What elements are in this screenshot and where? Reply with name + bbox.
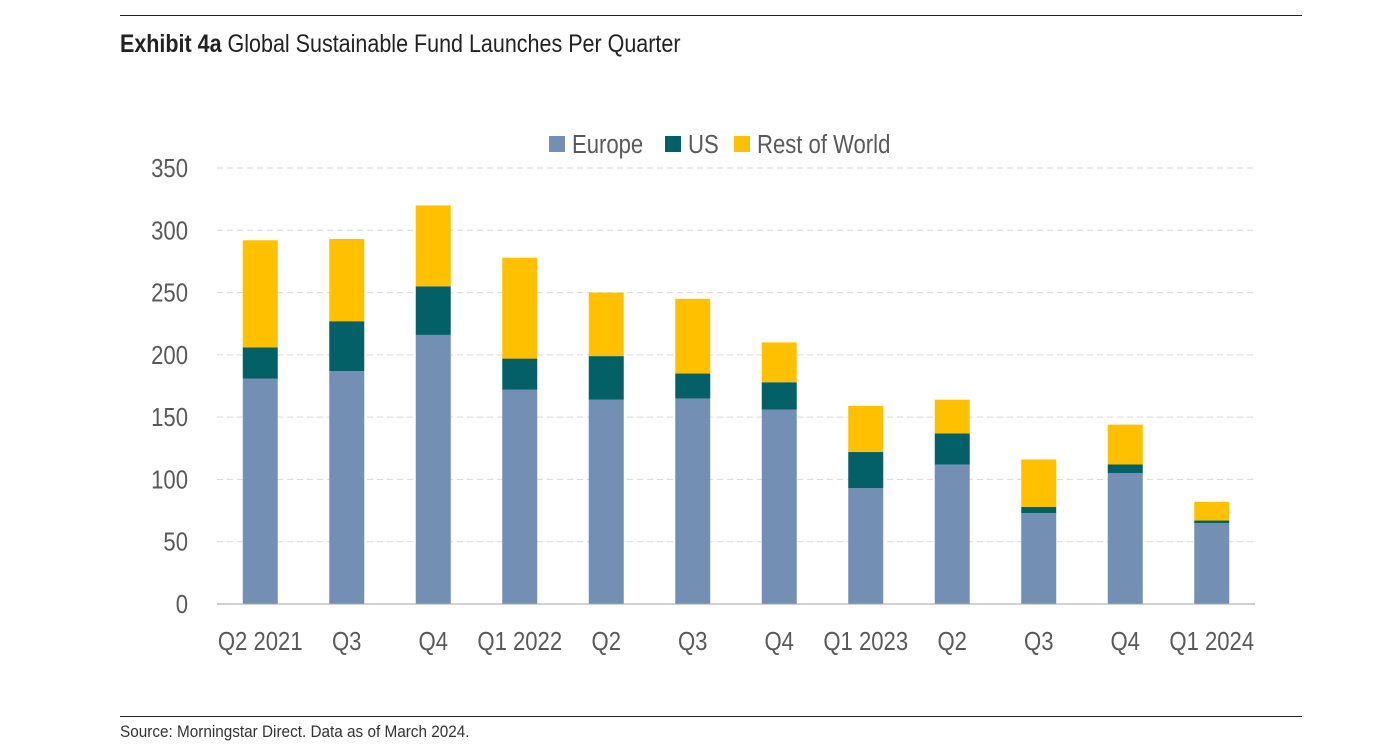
bar-us xyxy=(1107,464,1143,474)
y-tick-label: 350 xyxy=(151,154,188,183)
x-tick-label: Q4 xyxy=(765,627,794,656)
bar-europe xyxy=(675,398,711,604)
exhibit-label: Exhibit 4a xyxy=(120,30,222,58)
y-tick-label: 200 xyxy=(151,341,188,370)
y-tick-label: 150 xyxy=(151,404,188,433)
bar-europe xyxy=(502,389,538,604)
x-tick-label: Q3 xyxy=(332,627,361,656)
y-tick-label: 100 xyxy=(151,466,188,495)
top-rule xyxy=(120,15,1302,16)
bar-rest-of-world xyxy=(934,399,970,434)
bar-europe xyxy=(934,464,970,604)
y-tick-label: 250 xyxy=(151,279,188,308)
bar-rest-of-world xyxy=(588,292,624,357)
bar-europe xyxy=(1107,473,1143,604)
bar-rest-of-world xyxy=(675,298,711,374)
bar-rest-of-world xyxy=(1107,424,1143,465)
bar-rest-of-world xyxy=(502,257,538,359)
bar-us xyxy=(934,433,970,465)
bar-europe xyxy=(329,371,365,604)
bar-us xyxy=(1021,506,1057,514)
bar-europe xyxy=(761,409,797,604)
x-tick-label: Q4 xyxy=(1111,627,1140,656)
source-note: Source: Morningstar Direct. Data as of M… xyxy=(120,722,470,741)
legend-swatch xyxy=(549,136,565,152)
bar-rest-of-world xyxy=(848,405,884,453)
bar-rest-of-world xyxy=(329,239,365,322)
bar-us xyxy=(761,382,797,410)
chart-title: Exhibit 4a Global Sustainable Fund Launc… xyxy=(120,30,681,59)
bottom-rule xyxy=(120,716,1302,717)
x-tick-label: Q3 xyxy=(1024,627,1053,656)
bar-us xyxy=(675,373,711,399)
bar-europe xyxy=(415,334,451,604)
bar-europe xyxy=(1194,523,1230,604)
bar-us xyxy=(329,321,365,372)
x-tick-label: Q1 2023 xyxy=(823,627,908,656)
x-tick-label: Q1 2022 xyxy=(477,627,562,656)
bar-rest-of-world xyxy=(1021,459,1057,507)
y-tick-label: 300 xyxy=(151,217,188,246)
bar-us xyxy=(242,347,278,379)
x-tick-label: Q2 xyxy=(592,627,621,656)
bar-rest-of-world xyxy=(761,342,797,383)
bar-europe xyxy=(588,399,624,604)
legend-swatch xyxy=(734,136,750,152)
x-tick-label: Q3 xyxy=(678,627,707,656)
x-tick-label: Q2 2021 xyxy=(218,627,303,656)
bar-rest-of-world xyxy=(415,205,451,287)
y-tick-label: 50 xyxy=(163,528,188,557)
bar-europe xyxy=(242,378,278,604)
x-tick-label: Q1 2024 xyxy=(1169,627,1254,656)
bar-us xyxy=(848,452,884,489)
bar-europe xyxy=(1021,513,1057,604)
bar-europe xyxy=(848,488,884,604)
bar-us xyxy=(588,356,624,400)
bar-us xyxy=(502,358,538,390)
y-tick-label: 0 xyxy=(176,590,188,619)
bar-us xyxy=(415,286,451,335)
bar-rest-of-world xyxy=(1194,501,1230,521)
bar-rest-of-world xyxy=(242,240,278,348)
legend-label: Europe xyxy=(572,130,643,159)
x-tick-label: Q4 xyxy=(419,627,448,656)
bar-us xyxy=(1194,520,1230,524)
x-tick-label: Q2 xyxy=(938,627,967,656)
legend-label: US xyxy=(688,130,719,159)
title-text: Global Sustainable Fund Launches Per Qua… xyxy=(227,30,681,58)
legend-swatch xyxy=(665,136,681,152)
legend-label: Rest of World xyxy=(757,130,890,159)
